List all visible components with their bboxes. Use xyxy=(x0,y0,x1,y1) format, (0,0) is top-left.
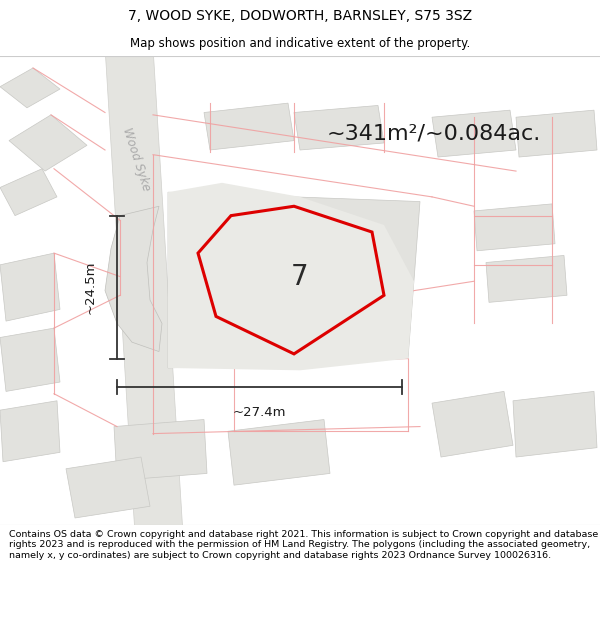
Polygon shape xyxy=(432,110,516,157)
Text: ~24.5m: ~24.5m xyxy=(83,261,97,314)
Polygon shape xyxy=(513,391,597,457)
Text: ~27.4m: ~27.4m xyxy=(233,406,286,419)
Text: ~341m²/~0.084ac.: ~341m²/~0.084ac. xyxy=(327,124,541,144)
Polygon shape xyxy=(228,419,330,485)
Polygon shape xyxy=(0,169,57,216)
Polygon shape xyxy=(474,204,555,251)
Polygon shape xyxy=(516,110,597,157)
Polygon shape xyxy=(294,106,384,150)
Text: Contains OS data © Crown copyright and database right 2021. This information is : Contains OS data © Crown copyright and d… xyxy=(9,530,598,560)
Polygon shape xyxy=(105,206,162,351)
Polygon shape xyxy=(0,68,60,108)
Polygon shape xyxy=(0,328,60,391)
Polygon shape xyxy=(66,457,150,518)
Polygon shape xyxy=(114,419,207,481)
Polygon shape xyxy=(105,47,183,534)
Polygon shape xyxy=(168,192,420,368)
Polygon shape xyxy=(0,401,60,462)
Text: 7, WOOD SYKE, DODWORTH, BARNSLEY, S75 3SZ: 7, WOOD SYKE, DODWORTH, BARNSLEY, S75 3S… xyxy=(128,9,472,22)
Polygon shape xyxy=(9,115,87,171)
Text: 7: 7 xyxy=(290,263,308,291)
Polygon shape xyxy=(486,256,567,302)
Polygon shape xyxy=(0,253,60,321)
Polygon shape xyxy=(432,391,513,457)
Text: Map shows position and indicative extent of the property.: Map shows position and indicative extent… xyxy=(130,38,470,51)
Polygon shape xyxy=(168,182,414,370)
Text: Wood Syke: Wood Syke xyxy=(121,126,153,192)
Polygon shape xyxy=(204,103,294,150)
